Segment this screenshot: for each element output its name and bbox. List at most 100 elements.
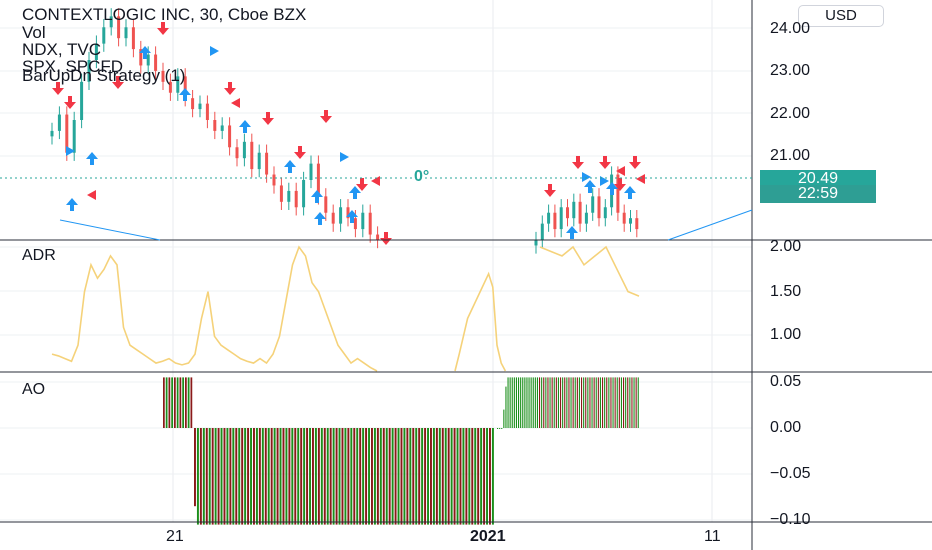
ao-bar <box>589 377 590 428</box>
trend-line <box>668 210 752 240</box>
ao-bar <box>315 428 317 525</box>
ao-bar <box>244 428 246 525</box>
ao-bar <box>460 428 462 525</box>
sell-arrow-icon <box>262 112 274 125</box>
ao-bar <box>634 377 635 428</box>
ao-bar <box>194 428 196 506</box>
ao-bar <box>516 377 517 428</box>
ao-bar <box>297 428 299 525</box>
ao-bar <box>610 377 611 428</box>
ao-bar <box>465 428 467 525</box>
ao-bar <box>602 377 603 428</box>
ao-bar <box>505 387 506 428</box>
ao-bar <box>518 377 519 428</box>
ao-bar <box>579 377 580 428</box>
ao-bar <box>306 428 308 525</box>
segment-1-candle <box>339 207 342 223</box>
sell-arrow-icon <box>380 232 392 245</box>
ao-bar <box>294 428 296 525</box>
time-tick: 21 <box>166 528 184 546</box>
indicator-vol[interactable]: Vol <box>22 24 46 41</box>
ao-bar <box>615 377 616 428</box>
ao-bar <box>492 428 494 525</box>
ao-bar <box>374 428 376 525</box>
buy-arrow-icon <box>606 182 618 195</box>
indicator-ndx[interactable]: NDX, TVC <box>22 41 101 58</box>
countdown-tag: 22:59 <box>760 185 876 203</box>
segment-2-candle <box>560 207 563 229</box>
ao-bar <box>309 428 311 525</box>
buy-arrow-icon <box>349 186 361 199</box>
ao-bar <box>262 428 264 525</box>
sell-arrow-icon <box>544 184 556 197</box>
segment-2-candle <box>541 224 544 240</box>
ao-bar <box>288 428 290 525</box>
ao-bar <box>353 428 355 525</box>
ao-tick: 0.00 <box>770 420 801 436</box>
ao-bar <box>550 377 551 428</box>
ao-bar <box>371 428 373 525</box>
ao-bar <box>324 428 326 525</box>
symbol-title[interactable]: CONTEXTLOGIC INC, 30, Cboe BZX <box>22 6 306 23</box>
segment-2-candle <box>566 207 569 218</box>
segment-1-candle <box>287 191 290 202</box>
ao-bar <box>333 428 335 525</box>
segment-1-candle <box>213 120 216 131</box>
ao-bar <box>344 428 346 525</box>
ao-bar <box>389 428 391 525</box>
ao-bar <box>303 428 305 525</box>
buy-arrow-icon <box>624 186 636 199</box>
ao-bar <box>163 377 165 428</box>
ao-bar <box>359 428 361 525</box>
ao-bar <box>433 428 435 525</box>
ao-bar <box>401 428 403 525</box>
buy-arrow-icon <box>284 160 296 173</box>
ao-bar <box>596 377 597 428</box>
ao-bar <box>623 377 624 428</box>
segment-2-candle <box>623 213 626 224</box>
ao-bar <box>445 428 447 525</box>
ao-bar <box>560 377 561 428</box>
ao-tick: 0.05 <box>770 374 801 390</box>
ao-bar <box>427 428 429 525</box>
indicator-barupdn[interactable]: BarUpDn Strategy (1) <box>22 67 185 84</box>
adr-tick: 1.00 <box>770 327 801 343</box>
ao-bar <box>585 377 586 428</box>
ao-bar <box>221 428 223 525</box>
ao-bar <box>439 428 441 525</box>
segment-1-candle <box>80 82 83 120</box>
ao-bar <box>535 377 536 428</box>
segment-1-candle <box>51 131 54 136</box>
ao-bar <box>200 428 202 525</box>
ao-bar <box>529 377 530 428</box>
segment-1-candle <box>295 191 298 207</box>
ao-bar <box>235 428 237 525</box>
ao-bar <box>486 428 488 525</box>
ao-bar <box>350 428 352 525</box>
ao-bar <box>191 377 193 428</box>
ao-bar <box>606 377 607 428</box>
segment-1-candle <box>258 153 261 169</box>
ao-bar <box>368 428 370 525</box>
ao-bar <box>185 377 187 428</box>
segment-2-candle <box>547 213 550 224</box>
buy-arrow-icon <box>584 180 596 193</box>
ao-bar <box>218 428 220 525</box>
sell-arrow-icon <box>294 146 306 159</box>
ao-bar <box>512 377 513 428</box>
ao-bar <box>229 428 231 525</box>
ao-bar <box>238 428 240 525</box>
segment-1-candle <box>199 104 202 109</box>
ao-bar <box>520 377 521 428</box>
ao-bar <box>501 428 502 429</box>
ao-bar <box>330 428 332 525</box>
ao-bar <box>398 428 400 525</box>
ao-bar <box>174 377 176 428</box>
sell-arrow-icon <box>599 156 611 169</box>
ao-bar <box>271 428 273 525</box>
segment-2-candle <box>585 213 588 224</box>
ao-bar <box>380 428 382 525</box>
adr-tick: 2.00 <box>770 239 801 255</box>
currency-button[interactable]: USD <box>798 5 884 27</box>
buy-arrow-icon <box>66 198 78 211</box>
